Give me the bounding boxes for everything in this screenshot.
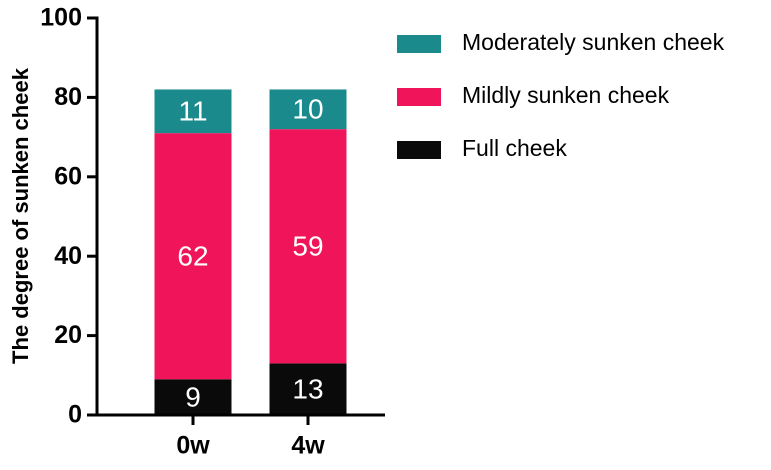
y-tick-label: 60	[54, 162, 82, 190]
legend-label: Full cheek	[462, 135, 567, 161]
y-tick-label: 80	[54, 83, 82, 111]
y-tick-label: 100	[40, 4, 82, 32]
data-label: 13	[292, 374, 323, 405]
bar-segment	[269, 129, 347, 364]
bar-segment	[269, 363, 347, 415]
data-label: 10	[292, 94, 323, 125]
bar-segment	[269, 89, 347, 130]
y-tick-label: 40	[54, 242, 82, 270]
legend-swatch	[397, 88, 441, 106]
bar-segment	[154, 89, 232, 134]
y-axis-label: The degree of sunken cheek	[8, 67, 33, 364]
x-tick-label: 0w	[176, 432, 210, 460]
y-tick-label: 20	[54, 321, 82, 349]
data-label: 62	[177, 241, 208, 272]
legend-label: Mildly sunken cheek	[462, 82, 670, 108]
legend-swatch	[397, 35, 441, 53]
data-label: 9	[185, 382, 201, 413]
x-tick-label: 4w	[291, 432, 325, 460]
bar-segment	[154, 379, 232, 415]
data-label: 11	[178, 96, 207, 127]
legend-swatch	[397, 141, 441, 159]
y-tick-label: 0	[68, 401, 82, 429]
legend-label: Moderately sunken cheek	[462, 29, 725, 55]
bar-segment	[154, 133, 232, 380]
data-label: 59	[292, 231, 323, 262]
